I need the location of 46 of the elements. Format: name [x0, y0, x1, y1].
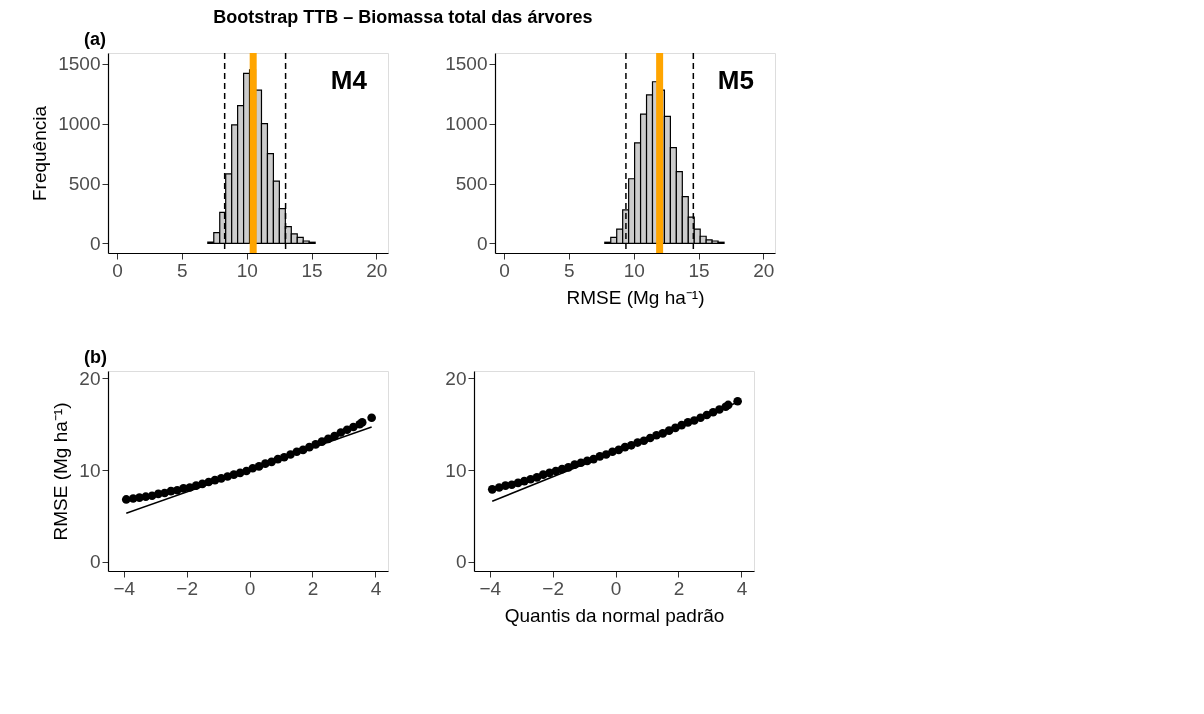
x-tick-label: 5 [177, 259, 188, 281]
annotation: M5 [717, 65, 754, 95]
x-tick-label: 10 [236, 259, 258, 281]
y-tick-label: 1000 [445, 113, 488, 135]
y-tick-label: 10 [79, 459, 101, 481]
text: (a) [84, 29, 106, 49]
x-tick-label: 10 [623, 259, 645, 281]
x-tick-label: 0 [499, 259, 510, 281]
y-tick-label: 0 [89, 551, 101, 573]
x-tick-label: 2 [673, 577, 685, 599]
chart-title: Bootstrap TTB – Biomassa total das árvores [213, 6, 593, 27]
x-tick-label: 4 [370, 577, 382, 599]
x-tick-label: 15 [301, 259, 323, 281]
x-tick-label: 20 [366, 259, 388, 281]
x-tick-label: 0 [610, 577, 622, 599]
y-tick-label: 10 [445, 459, 467, 481]
x-tick-label: 5 [564, 259, 575, 281]
x-tick-label: 2 [307, 577, 319, 599]
x-axis-title: Quantis da normal padrão [504, 604, 725, 626]
y-tick-label: 500 [455, 173, 488, 195]
y-axis-title: Frequência [29, 105, 51, 202]
x-axis-title: RMSE (Mg ha⁻¹) [566, 286, 705, 308]
x-tick-label: −2 [542, 577, 564, 599]
x-tick-label: 0 [112, 259, 123, 281]
x-tick-label: 20 [753, 259, 775, 281]
x-tick-label: −2 [176, 577, 198, 599]
x-tick-label: 4 [736, 577, 748, 599]
y-tick-label: 500 [68, 173, 101, 195]
y-tick-label: 0 [476, 232, 488, 254]
y-tick-label: 0 [89, 232, 101, 254]
point [367, 413, 376, 423]
y-tick-label: 1500 [445, 53, 488, 75]
point [733, 396, 742, 406]
x-tick-label: 15 [688, 259, 710, 281]
y-tick-label: 0 [455, 551, 467, 573]
y-axis-title: RMSE (Mg ha⁻¹) [50, 402, 72, 541]
y-tick-label: 1500 [58, 53, 101, 75]
y-tick-label: 20 [445, 367, 467, 389]
point [336, 428, 346, 437]
x-tick-label: −4 [479, 577, 502, 599]
text: (b) [84, 347, 107, 367]
y-tick-label: 1000 [58, 113, 101, 135]
y-tick-label: 20 [79, 367, 101, 389]
x-tick-label: 0 [244, 577, 256, 599]
x-tick-label: −4 [113, 577, 136, 599]
annotation: M4 [330, 65, 368, 95]
